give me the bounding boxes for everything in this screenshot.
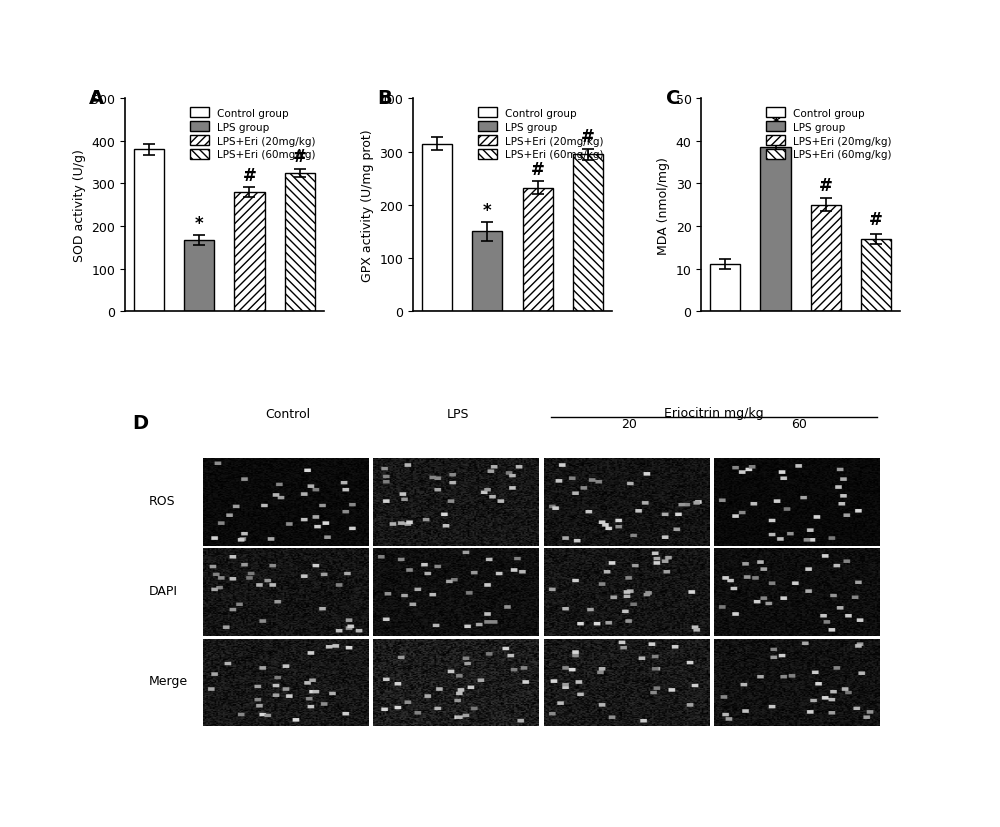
Text: A: A [89, 88, 104, 108]
Text: Merge: Merge [148, 675, 187, 687]
Legend: Control group, LPS group, LPS+Eri (20mg/kg), LPS+Eri (60mg/kg): Control group, LPS group, LPS+Eri (20mg/… [475, 104, 607, 164]
Text: C: C [666, 88, 680, 108]
Bar [861, 240, 891, 312]
Text: #: # [293, 148, 307, 166]
Text: ROS: ROS [148, 495, 175, 508]
Text: #: # [531, 161, 545, 179]
Text: #: # [819, 177, 833, 195]
Bar [573, 155, 603, 312]
Text: 100μm: 100μm [847, 712, 876, 721]
Text: *: * [771, 115, 780, 133]
Legend: Control group, LPS group, LPS+Eri (20mg/kg), LPS+Eri (60mg/kg): Control group, LPS group, LPS+Eri (20mg/… [763, 104, 895, 164]
Bar [523, 189, 553, 312]
Legend: Control group, LPS group, LPS+Eri (20mg/kg), LPS+Eri (60mg/kg): Control group, LPS group, LPS+Eri (20mg/… [187, 104, 319, 164]
Bar [234, 193, 265, 312]
Text: B: B [377, 88, 392, 108]
Y-axis label: MDA (nmol/mg): MDA (nmol/mg) [657, 156, 670, 255]
Bar [184, 241, 214, 312]
Text: #: # [243, 167, 256, 185]
Bar [472, 232, 502, 312]
Text: 60: 60 [791, 418, 807, 430]
Text: DAPI: DAPI [148, 585, 177, 598]
Text: D: D [133, 414, 149, 433]
Bar [760, 148, 791, 312]
Text: #: # [869, 211, 883, 229]
Bar [811, 205, 841, 312]
Bar [422, 145, 452, 312]
Bar [134, 151, 164, 312]
Bar [285, 174, 315, 312]
Y-axis label: GPX activity (U/mg prot): GPX activity (U/mg prot) [361, 129, 374, 282]
Text: LPS: LPS [447, 408, 470, 420]
Text: 20: 20 [621, 418, 637, 430]
Text: Control: Control [265, 408, 310, 420]
Text: #: # [581, 127, 595, 146]
Text: *: * [483, 202, 492, 220]
Text: *: * [195, 215, 204, 233]
Text: Eriocitrin mg/kg: Eriocitrin mg/kg [664, 406, 764, 419]
Bar [710, 265, 740, 312]
Y-axis label: SOD activity (U/g): SOD activity (U/g) [73, 149, 86, 262]
